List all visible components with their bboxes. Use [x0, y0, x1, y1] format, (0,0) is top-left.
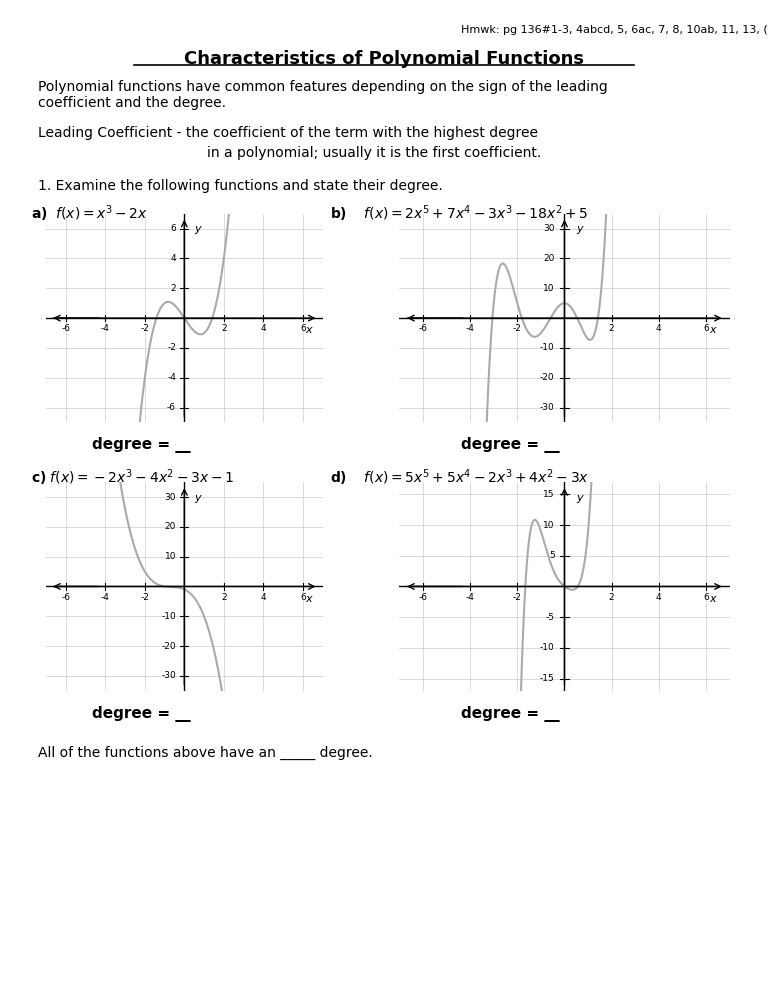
Text: 4: 4 — [170, 253, 176, 263]
Text: -10: -10 — [540, 343, 554, 353]
Text: -2: -2 — [513, 592, 521, 601]
Text: 20: 20 — [164, 522, 176, 532]
Text: 2: 2 — [221, 324, 227, 333]
Text: x: x — [306, 325, 312, 335]
Text: -6: -6 — [167, 403, 176, 413]
Text: 2: 2 — [609, 592, 614, 601]
Text: Leading Coefficient - the coefficient of the term with the highest degree: Leading Coefficient - the coefficient of… — [38, 126, 538, 140]
Text: -5: -5 — [545, 612, 554, 621]
Text: 6: 6 — [300, 592, 306, 601]
Text: $\mathbf{d)}$    $f(x) = 5x^5 + 5x^4 - 2x^3 + 4x^2 - 3x$: $\mathbf{d)}$ $f(x) = 5x^5 + 5x^4 - 2x^3… — [330, 467, 590, 488]
Text: -30: -30 — [161, 671, 176, 681]
Text: -20: -20 — [540, 373, 554, 383]
Text: -4: -4 — [101, 324, 110, 333]
Text: 10: 10 — [164, 552, 176, 562]
Text: y: y — [194, 225, 200, 235]
Text: x: x — [710, 325, 717, 335]
Text: -10: -10 — [161, 611, 176, 621]
Text: -2: -2 — [167, 343, 176, 353]
Text: 30: 30 — [164, 492, 176, 502]
Text: 2: 2 — [170, 283, 176, 293]
Text: Polynomial functions have common features depending on the sign of the leading
c: Polynomial functions have common feature… — [38, 80, 608, 109]
Text: -20: -20 — [161, 641, 176, 651]
Text: 10: 10 — [543, 283, 554, 293]
Text: y: y — [194, 492, 200, 503]
Text: 10: 10 — [543, 521, 554, 530]
Text: y: y — [576, 492, 583, 503]
Text: 4: 4 — [656, 592, 662, 601]
Text: degree = __: degree = __ — [92, 706, 190, 722]
Text: 2: 2 — [609, 324, 614, 333]
Text: $\mathbf{c)}$ $f(x) = -2x^3 - 4x^2 - 3x - 1$: $\mathbf{c)}$ $f(x) = -2x^3 - 4x^2 - 3x … — [31, 467, 234, 488]
Text: -2: -2 — [141, 324, 149, 333]
Text: x: x — [710, 593, 717, 603]
Text: -4: -4 — [101, 592, 110, 601]
Text: 15: 15 — [543, 490, 554, 499]
Text: degree = __: degree = __ — [461, 437, 559, 453]
Text: degree = __: degree = __ — [461, 706, 559, 722]
Text: -6: -6 — [419, 324, 428, 333]
Text: $\mathbf{a)}$  $f(x) = x^3 - 2x$: $\mathbf{a)}$ $f(x) = x^3 - 2x$ — [31, 204, 147, 225]
Text: -30: -30 — [540, 403, 554, 413]
Text: 1. Examine the following functions and state their degree.: 1. Examine the following functions and s… — [38, 179, 443, 193]
Text: 6: 6 — [170, 224, 176, 234]
Text: -6: -6 — [61, 324, 71, 333]
Text: 30: 30 — [543, 224, 554, 234]
Text: -6: -6 — [61, 592, 71, 601]
Text: -2: -2 — [513, 324, 521, 333]
Text: 5: 5 — [549, 552, 554, 561]
Text: -10: -10 — [540, 643, 554, 652]
Text: Characteristics of Polynomial Functions: Characteristics of Polynomial Functions — [184, 50, 584, 68]
Text: y: y — [576, 225, 583, 235]
Text: -4: -4 — [465, 324, 475, 333]
Text: 4: 4 — [656, 324, 662, 333]
Text: -4: -4 — [167, 373, 176, 383]
Text: -15: -15 — [540, 674, 554, 683]
Text: in a polynomial; usually it is the first coefficient.: in a polynomial; usually it is the first… — [207, 146, 541, 160]
Text: -4: -4 — [465, 592, 475, 601]
Text: x: x — [306, 593, 312, 603]
Text: 6: 6 — [703, 592, 709, 601]
Text: 20: 20 — [543, 253, 554, 263]
Text: 4: 4 — [260, 324, 266, 333]
Text: -2: -2 — [141, 592, 149, 601]
Text: degree = __: degree = __ — [92, 437, 190, 453]
Text: 6: 6 — [300, 324, 306, 333]
Text: 6: 6 — [703, 324, 709, 333]
Text: -6: -6 — [419, 592, 428, 601]
Text: 2: 2 — [221, 592, 227, 601]
Text: All of the functions above have an _____ degree.: All of the functions above have an _____… — [38, 746, 373, 759]
Text: 4: 4 — [260, 592, 266, 601]
Text: $\mathbf{b)}$    $f(x) = 2x^5 + 7x^4 - 3x^3 - 18x^2 + 5$: $\mathbf{b)}$ $f(x) = 2x^5 + 7x^4 - 3x^3… — [330, 204, 589, 225]
Text: Hmwk: pg 136#1-3, 4abcd, 5, 6ac, 7, 8, 10ab, 11, 13, (16): Hmwk: pg 136#1-3, 4abcd, 5, 6ac, 7, 8, 1… — [461, 25, 768, 35]
